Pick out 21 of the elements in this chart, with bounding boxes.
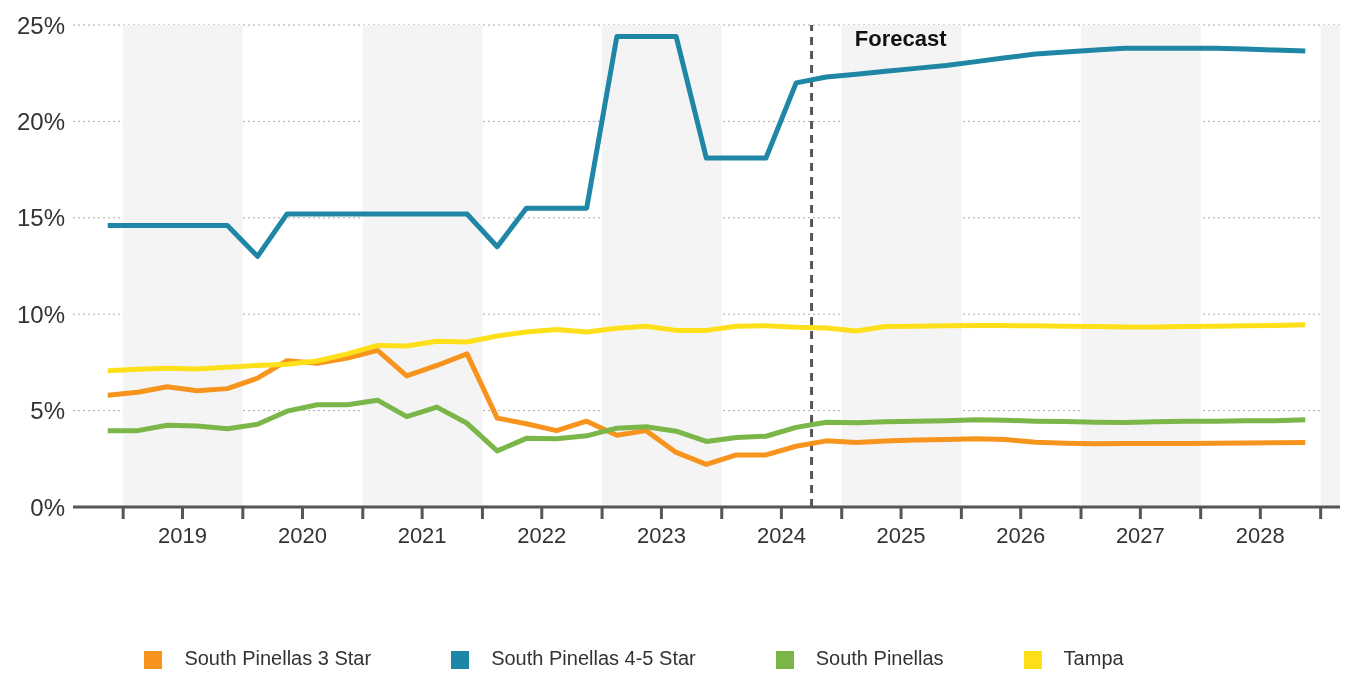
y-tick-label: 25% [16,11,65,39]
legend-label: Tampa [1063,647,1124,669]
legend-label: South Pinellas 4-5 Star [491,647,696,669]
y-tick-label: 5% [30,397,65,425]
x-tick-label: 2023 [636,523,686,548]
x-tick-label: 2020 [277,523,327,548]
legend-label: South Pinellas 3 Star [184,647,372,669]
y-tick-label: 10% [16,300,65,328]
legend-label: South Pinellas [815,647,944,669]
x-tick-label: 2028 [1235,523,1285,548]
x-tick-label: 2026 [996,523,1046,548]
y-tick-label: 20% [16,107,65,135]
y-tick-label: 15% [16,204,65,232]
x-tick-label: 2022 [517,523,567,548]
x-tick-label: 2024 [756,523,806,548]
y-tick-label: 0% [30,493,65,521]
x-tick-label: 2021 [397,523,447,548]
x-tick-label: 2027 [1115,523,1165,548]
x-tick-label: 2025 [876,523,926,548]
ref-line-label: Forecast [854,25,948,51]
x-tick-label: 2019 [158,523,207,548]
